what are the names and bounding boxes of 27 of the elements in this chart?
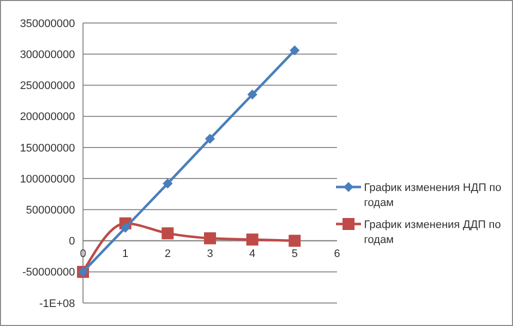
x-tick-label: 6: [334, 248, 340, 260]
x-tick-label: 1: [122, 248, 128, 260]
legend-label: График изменения НДП по годам: [364, 182, 502, 209]
y-tick-label: 0: [68, 236, 75, 248]
point: [162, 227, 174, 240]
x-tick-label: 4: [249, 248, 256, 260]
point: [288, 234, 301, 247]
legend-label: График изменения ДДП по годам: [364, 219, 501, 246]
y-tick-label: 100000000: [20, 173, 75, 186]
y-tick-label: -1E+08: [39, 298, 75, 310]
y-tick-label: 250000000: [20, 80, 75, 92]
point: [205, 134, 215, 144]
point: [246, 234, 258, 246]
point: [247, 90, 258, 100]
y-tick-label: 350000000: [20, 18, 75, 30]
point: [120, 222, 130, 233]
point: [290, 45, 300, 56]
y-tick-label: -50000000: [22, 266, 75, 279]
x-tick-label: 3: [206, 248, 214, 260]
y-tick-label: 300000000: [20, 48, 75, 61]
y-tick-label: 200000000: [20, 111, 75, 124]
y-tick-label: 50000000: [26, 204, 75, 217]
x-tick-label: 2: [164, 248, 171, 260]
y-tick-label: 150000000: [20, 142, 75, 154]
x-tick-label: 5: [292, 248, 298, 260]
point: [204, 232, 216, 244]
point: [162, 178, 173, 189]
